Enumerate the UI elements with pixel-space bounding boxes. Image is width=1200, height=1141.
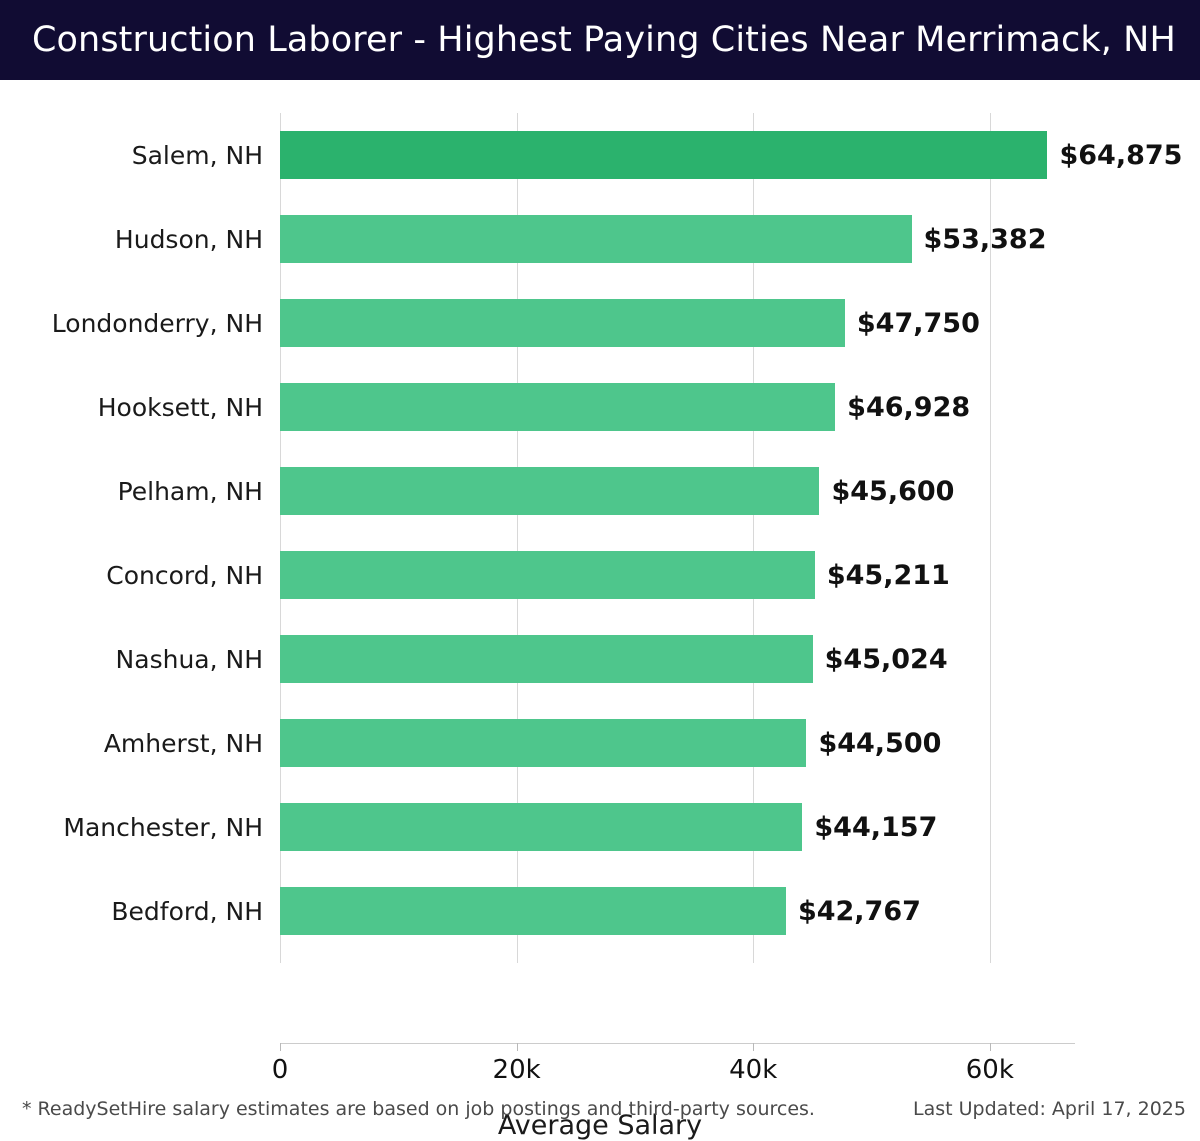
tickmark-60k — [989, 1043, 991, 1051]
gridline-0 — [280, 113, 281, 963]
bar-row: Bedford, NH $42,767 — [0, 869, 1200, 953]
gridline-60k — [989, 113, 991, 963]
bar-row: Hooksett, NH $46,928 — [0, 365, 1200, 449]
x-tick-label: 40k — [729, 1055, 778, 1085]
bar-row: Salem, NH $64,875 — [0, 113, 1200, 197]
bar-value-label: $45,211 — [826, 559, 950, 591]
category-label-salem-nh: Salem, NH — [131, 140, 263, 170]
last-updated-text: Last Updated: April 17, 2025 — [912, 1098, 1186, 1120]
bar-value-label: $46,928 — [847, 391, 971, 423]
bar-value-label: $42,767 — [797, 895, 921, 927]
bar-pelham-nh[interactable] — [280, 467, 820, 515]
bar-value-label: $44,500 — [818, 727, 942, 759]
tickmark-40k — [753, 1043, 755, 1051]
bar-value-label: $45,600 — [831, 475, 955, 507]
bar-row: Londonderry, NH $47,750 — [0, 281, 1200, 365]
bar-manchester-nh[interactable] — [280, 803, 803, 851]
category-label-bedford-nh: Bedford, NH — [111, 896, 263, 926]
category-label-amherst-nh: Amherst, NH — [103, 728, 263, 758]
page-title: Construction Laborer - Highest Paying Ci… — [32, 20, 1176, 60]
bar-row: Nashua, NH $45,024 — [0, 617, 1200, 701]
bar-amherst-nh[interactable] — [280, 719, 807, 767]
bar-concord-nh[interactable] — [280, 551, 815, 599]
category-label-hudson-nh: Hudson, NH — [114, 224, 263, 254]
tickmark-20k — [516, 1043, 518, 1051]
bar-value-label: $47,750 — [856, 307, 980, 339]
x-axis-title: Average Salary — [497, 1110, 703, 1141]
category-label-londonderry-nh: Londonderry, NH — [51, 308, 263, 338]
bar-value-label: $44,157 — [814, 811, 938, 843]
bar-chart: Salem, NH $64,875 Hudson, NH $53,382 Londond… — [0, 80, 1200, 1141]
bar-value-label: $45,024 — [824, 643, 948, 675]
bar-row: Pelham, NH $45,600 — [0, 449, 1200, 533]
x-tick-label: 60k — [965, 1055, 1014, 1085]
chart-footer: * ReadySetHire salary estimates are base… — [0, 1090, 1200, 1140]
bar-row: Concord, NH $45,211 — [0, 533, 1200, 617]
bar-londonderry-nh[interactable] — [280, 299, 845, 347]
x-tick-label: 20k — [492, 1055, 541, 1085]
bar-row: Amherst, NH $44,500 — [0, 701, 1200, 785]
bar-row: Manchester, NH $44,157 — [0, 785, 1200, 869]
category-label-pelham-nh: Pelham, NH — [117, 476, 263, 506]
category-label-manchester-nh: Manchester, NH — [63, 812, 263, 842]
bar-hudson-nh[interactable] — [280, 215, 912, 263]
footnote-text: * ReadySetHire salary estimates are base… — [22, 1098, 815, 1120]
bar-value-label: $53,382 — [923, 223, 1047, 255]
chart-header: Construction Laborer - Highest Paying Ci… — [0, 0, 1200, 80]
bar-nashua-nh[interactable] — [280, 635, 813, 683]
category-label-nashua-nh: Nashua, NH — [115, 644, 263, 674]
gridline-40k — [753, 113, 755, 963]
bar-salem-nh[interactable] — [280, 131, 1048, 179]
tickmark-0 — [280, 1043, 281, 1051]
bar-row: Hudson, NH $53,382 — [0, 197, 1200, 281]
bar-bedford-nh[interactable] — [280, 887, 786, 935]
x-axis-line — [280, 1043, 1075, 1044]
x-tick-label: 0 — [271, 1055, 289, 1085]
category-label-concord-nh: Concord, NH — [106, 560, 263, 590]
gridline-20k — [516, 113, 518, 963]
category-label-hooksett-nh: Hooksett, NH — [97, 392, 263, 422]
bar-value-label: $64,875 — [1059, 139, 1183, 171]
bar-hooksett-nh[interactable] — [280, 383, 836, 431]
plot-area — [280, 113, 1075, 963]
